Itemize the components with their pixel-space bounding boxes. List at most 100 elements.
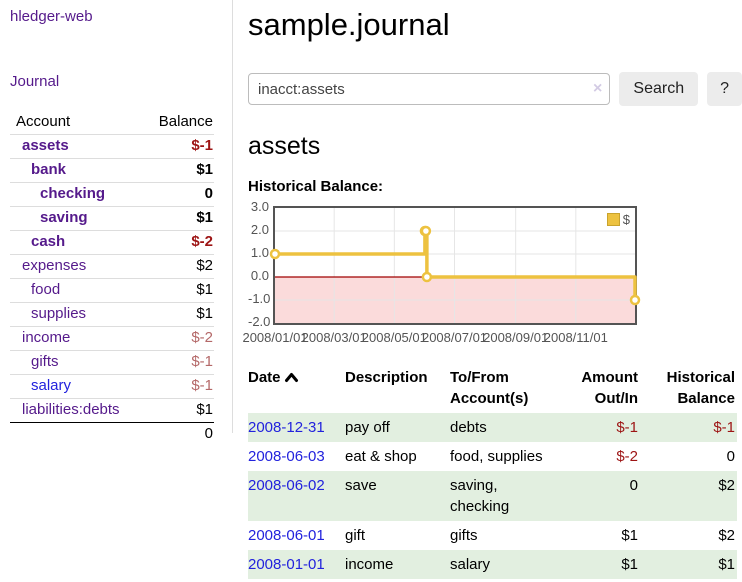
account-row: expenses $2 (10, 254, 214, 279)
register-row: 2008-06-02 save saving, checking 0 $2 (248, 471, 737, 521)
account-balance: $-2 (141, 230, 214, 255)
account-link-supplies[interactable]: supplies (31, 305, 87, 322)
transaction-amount: 0 (629, 477, 638, 494)
data-point-marker (421, 271, 433, 283)
y-tick-label: 0.0 (250, 268, 269, 283)
account-balance: $1 (141, 398, 214, 423)
transaction-description: save (345, 477, 377, 494)
transaction-description: eat & shop (345, 448, 417, 465)
chart-legend: $ (605, 212, 631, 227)
y-tick-label: 1.0 (250, 245, 269, 260)
accounts-table: Account Balance assets $-1 bank $1 check… (10, 110, 214, 446)
search-input[interactable] (248, 73, 611, 105)
account-row: saving $1 (10, 206, 214, 231)
main-content: sample.journal × Search ? assets Histori… (242, 0, 742, 579)
transaction-account: salary (450, 556, 491, 573)
clear-search-icon[interactable]: × (593, 80, 603, 97)
register-header-date[interactable]: Date (248, 363, 345, 413)
y-tick-label: -1.0 (248, 291, 271, 306)
account-row: supplies $1 (10, 302, 214, 327)
y-tick-label: 2.0 (250, 222, 269, 237)
register-header-amount: Amount Out/In (581, 369, 638, 407)
help-button[interactable]: ? (707, 72, 742, 106)
account-link-checking[interactable]: checking (40, 185, 106, 202)
accounts-total-row: 0 (10, 422, 214, 446)
account-balance: 0 (141, 182, 214, 207)
sidebar: hledger-web Journal Account Balance asse… (0, 0, 233, 446)
register-header-account: To/From Account(s) (450, 369, 529, 407)
transaction-balance: $2 (718, 477, 735, 494)
data-point-marker (420, 225, 432, 237)
account-link-bank[interactable]: bank (31, 161, 67, 178)
register-header-balance: Historical Balance (666, 369, 735, 407)
x-tick-label: 2008/11/01 (543, 330, 608, 345)
account-link-saving[interactable]: saving (40, 209, 88, 226)
account-row: gifts $-1 (10, 350, 214, 375)
chart-title: Historical Balance: (248, 178, 384, 195)
transaction-balance: $1 (718, 556, 735, 573)
x-tick-label: 2008/03/01 (301, 330, 367, 345)
search-button[interactable]: Search (619, 72, 699, 106)
chart-plot-area[interactable]: $ (269, 206, 641, 325)
account-row: assets $-1 (10, 134, 214, 159)
transaction-account: food, supplies (450, 448, 543, 465)
page-title: sample.journal (248, 7, 450, 42)
accounts-header-account: Account (16, 113, 71, 130)
transaction-date-link[interactable]: 2008-01-01 (248, 556, 325, 573)
account-link-cash[interactable]: cash (31, 233, 66, 250)
transaction-amount: $1 (621, 527, 638, 544)
account-link-salary[interactable]: salary (31, 377, 72, 394)
account-balance: $-1 (141, 350, 214, 375)
transaction-amount: $1 (621, 556, 638, 573)
account-link-gifts[interactable]: gifts (31, 353, 59, 370)
account-link-expenses[interactable]: expenses (22, 257, 87, 274)
register-header-description: Description (345, 369, 428, 386)
transaction-description: pay off (345, 419, 390, 436)
account-balance: $1 (141, 158, 214, 183)
transaction-amount: $-2 (616, 448, 638, 465)
account-row: cash $-2 (10, 230, 214, 255)
account-balance: $1 (141, 206, 214, 231)
register-row: 2008-01-01 income salary $1 $1 (248, 550, 737, 579)
account-row: bank $1 (10, 158, 214, 183)
transaction-date-link[interactable]: 2008-06-03 (248, 448, 325, 465)
transaction-balance: 0 (726, 448, 735, 465)
account-balance: $-1 (141, 374, 214, 399)
data-point-marker (269, 248, 281, 260)
account-row: food $1 (10, 278, 214, 303)
transaction-amount: $-1 (616, 419, 638, 436)
register-table: Date Description To/From Account(s) Amou… (248, 363, 737, 579)
account-link-liabilities-debts[interactable]: liabilities:debts (22, 401, 120, 418)
brand-link[interactable]: hledger-web (10, 8, 93, 25)
accounts-total-balance: 0 (141, 422, 214, 446)
account-balance: $-1 (141, 134, 214, 159)
nav-journal-link[interactable]: Journal (10, 73, 60, 90)
x-tick-label: 2008/07/01 (421, 330, 488, 345)
transaction-description: income (345, 556, 394, 573)
transaction-balance: $2 (718, 527, 735, 544)
y-tick-label: -2.0 (248, 314, 271, 329)
account-row: checking 0 (10, 182, 214, 207)
transaction-account: saving, checking (450, 477, 510, 515)
account-link-food[interactable]: food (31, 281, 61, 298)
transaction-date-link[interactable]: 2008-06-02 (248, 477, 325, 494)
transaction-date-link[interactable]: 2008-06-01 (248, 527, 325, 544)
x-tick-label: 2008/05/01 (361, 330, 427, 345)
account-link-income[interactable]: income (22, 329, 71, 346)
register-row: 2008-12-31 pay off debts $-1 $-1 (248, 413, 737, 442)
account-row: salary $-1 (10, 374, 214, 399)
account-balance: $1 (141, 302, 214, 327)
transaction-account: gifts (450, 527, 478, 544)
register-row: 2008-06-03 eat & shop food, supplies $-2… (248, 442, 737, 471)
account-balance: $-2 (141, 326, 214, 351)
transaction-description: gift (345, 527, 366, 544)
account-link-assets[interactable]: assets (22, 137, 69, 154)
y-tick-label: 3.0 (250, 199, 269, 214)
transaction-date-link[interactable]: 2008-12-31 (248, 419, 325, 436)
sort-ascending-icon (284, 373, 298, 382)
data-point-marker (629, 294, 641, 306)
account-heading: assets (248, 132, 321, 160)
account-balance: $1 (141, 278, 214, 303)
x-tick-label: 2008/01/01 (242, 330, 308, 345)
x-tick-label: 2008/09/01 (483, 330, 549, 345)
